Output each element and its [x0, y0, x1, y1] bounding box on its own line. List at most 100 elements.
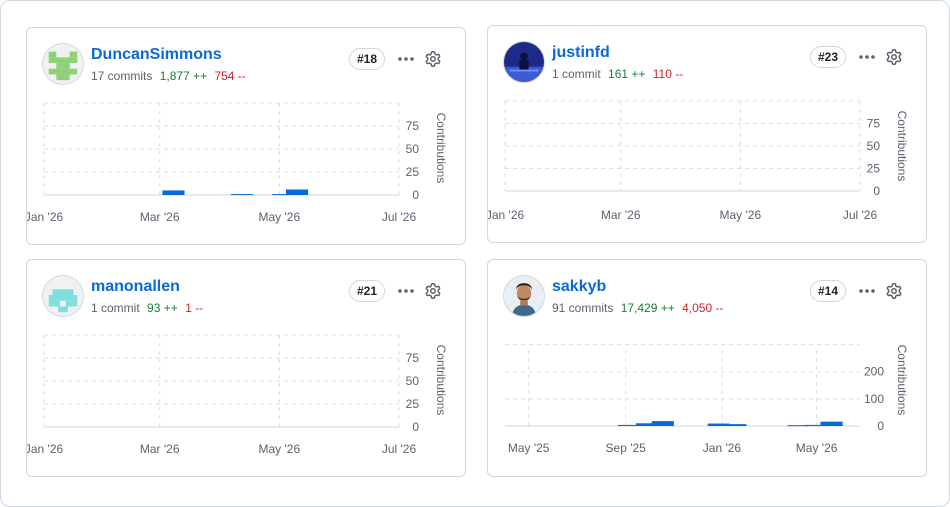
y-axis-label: Contributions	[895, 111, 909, 182]
kebab-horizontal-icon	[398, 57, 414, 61]
contribution-bar	[285, 189, 309, 195]
additions-count: 161 ++	[608, 67, 646, 81]
contributions-chart: Jan '26 Mar '26 May '26 Jul '26 75 50 25 0 Contr…	[27, 102, 448, 224]
y-tick-label: 25	[867, 162, 881, 176]
avatar[interactable]	[42, 275, 84, 317]
x-tick-label: Jan '26	[703, 441, 742, 455]
contributor-card: justinfd 1 commit 161 ++ 110 -- #23 Jan …	[487, 25, 927, 243]
y-tick-label: 75	[406, 351, 420, 365]
y-axis-label: Contributions	[434, 345, 448, 416]
contributions-chart: Jan '26 Mar '26 May '26 Jul '26 75 50 25 0 Contr…	[27, 334, 448, 456]
y-axis-label: Contributions	[434, 113, 448, 184]
commit-count: 1 commit	[552, 67, 601, 81]
y-tick-label: 75	[867, 117, 881, 131]
y-tick-label: 200	[864, 365, 884, 379]
user-photo-icon	[504, 276, 544, 316]
x-tick-label: Jul '26	[843, 208, 878, 222]
x-tick-label: Mar '26	[140, 210, 180, 224]
y-tick-label: 25	[406, 397, 420, 411]
y-tick-label: 0	[873, 184, 880, 198]
commit-count: 1 commit	[91, 301, 140, 315]
avatar[interactable]	[42, 43, 84, 85]
additions-count: 17,429 ++	[620, 301, 675, 315]
settings-button[interactable]	[882, 279, 906, 303]
contributions-chart: Jan '26 Mar '26 May '26 Jul '26 75 50 25 0 Contr…	[488, 100, 909, 222]
x-tick-label: Mar '26	[140, 442, 180, 456]
gear-icon	[886, 283, 902, 299]
x-tick-label: Mar '26	[601, 208, 641, 222]
commit-count: 17 commits	[91, 69, 153, 83]
y-axis-label: Contributions	[895, 345, 909, 416]
commit-stats: 91 commits 17,429 ++ 4,050 --	[552, 301, 723, 315]
contribution-bar	[724, 424, 747, 426]
settings-button[interactable]	[421, 47, 445, 71]
contribution-bar	[231, 194, 254, 196]
settings-button[interactable]	[882, 45, 906, 69]
contribution-bar	[803, 424, 827, 426]
x-tick-label: May '26	[259, 442, 301, 456]
contribution-bar	[162, 190, 185, 195]
rank-badge: #18	[348, 48, 385, 70]
identicon-icon	[43, 276, 83, 316]
rank-badge: #21	[348, 280, 385, 302]
contribution-bar	[787, 425, 810, 427]
additions-count: 1,877 ++	[159, 69, 208, 83]
username-link[interactable]: manonallen	[91, 278, 180, 295]
avatar[interactable]	[503, 41, 545, 83]
y-tick-label: 25	[406, 165, 420, 179]
rank-badge: #23	[809, 46, 846, 68]
y-tick-label: 0	[412, 420, 419, 434]
deletions-count: 1 --	[185, 301, 204, 315]
contributor-card: manonallen 1 commit 93 ++ 1 -- #21 Jan '…	[26, 259, 466, 477]
x-tick-label: May '26	[720, 208, 762, 222]
commit-stats: 17 commits 1,877 ++ 754 --	[91, 69, 246, 83]
x-tick-label: May '25	[508, 441, 550, 455]
x-tick-label: Sep '25	[606, 441, 647, 455]
user-photo-icon	[504, 42, 544, 82]
contribution-bar	[707, 423, 730, 426]
identicon-icon	[43, 44, 83, 84]
y-tick-label: 50	[406, 142, 420, 156]
contribution-bar	[635, 423, 659, 426]
more-options-button[interactable]	[854, 45, 880, 69]
contribution-bar	[651, 421, 674, 426]
y-tick-label: 50	[406, 374, 420, 388]
x-tick-label: Jan '26	[27, 210, 63, 224]
contributions-chart: May '25 Sep '25 Jan '26 May '26 200 100 0 Contr…	[505, 344, 909, 455]
x-tick-label: Jul '26	[382, 442, 417, 456]
contribution-bar	[820, 421, 843, 426]
y-tick-label: 50	[867, 139, 881, 153]
username-link[interactable]: DuncanSimmons	[91, 46, 222, 63]
contributor-card: sakkyb 91 commits 17,429 ++ 4,050 -- #14…	[487, 259, 927, 477]
y-tick-label: 0	[877, 419, 884, 433]
y-tick-label: 0	[412, 188, 419, 202]
commit-count: 91 commits	[552, 301, 614, 315]
gear-icon	[425, 51, 441, 67]
x-tick-label: Jan '26	[27, 442, 63, 456]
kebab-horizontal-icon	[859, 289, 875, 293]
y-tick-label: 100	[864, 392, 884, 406]
x-tick-label: May '26	[259, 210, 301, 224]
y-tick-label: 75	[406, 119, 420, 133]
deletions-count: 4,050 --	[682, 301, 724, 315]
rank-badge: #14	[809, 280, 846, 302]
username-link[interactable]: sakkyb	[552, 278, 607, 295]
x-tick-label: Jan '26	[488, 208, 524, 222]
deletions-count: 754 --	[214, 69, 246, 83]
gear-icon	[886, 49, 902, 65]
contributor-card: DuncanSimmons 17 commits 1,877 ++ 754 --…	[26, 27, 466, 245]
x-tick-label: Jul '26	[382, 210, 417, 224]
deletions-count: 110 --	[652, 67, 684, 81]
more-options-button[interactable]	[854, 279, 880, 303]
settings-button[interactable]	[421, 279, 445, 303]
more-options-button[interactable]	[393, 47, 419, 71]
commit-stats: 1 commit 161 ++ 110 --	[552, 67, 683, 81]
more-options-button[interactable]	[393, 279, 419, 303]
x-tick-label: May '26	[796, 441, 838, 455]
avatar[interactable]	[503, 275, 545, 317]
username-link[interactable]: justinfd	[552, 44, 610, 61]
kebab-horizontal-icon	[859, 55, 875, 59]
additions-count: 93 ++	[147, 301, 178, 315]
kebab-horizontal-icon	[398, 289, 414, 293]
